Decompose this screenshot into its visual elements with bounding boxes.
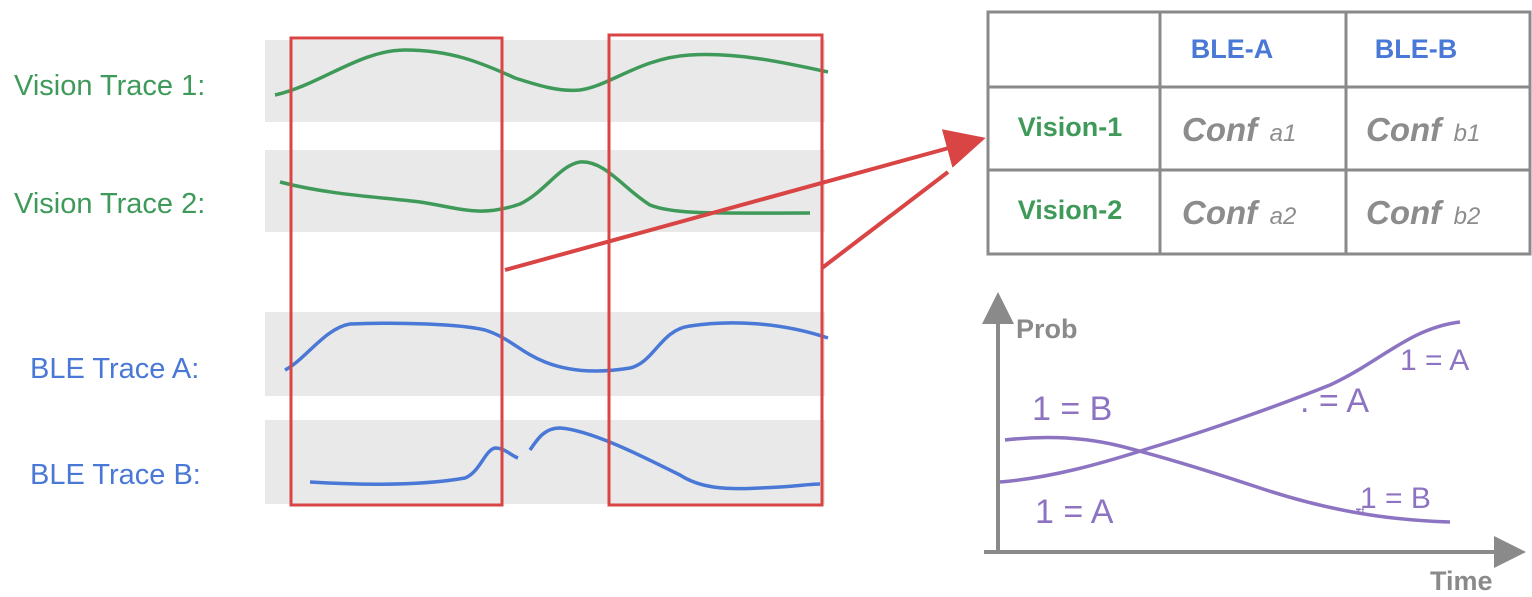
table-header-ble-a: BLE-A bbox=[1191, 34, 1274, 64]
prob-label-right-bottom: ֳ1 = B bbox=[1356, 482, 1431, 515]
arrow-window-2-to-table bbox=[820, 170, 950, 270]
band-vision-2 bbox=[265, 150, 825, 232]
arrow-window-1-to-table bbox=[504, 129, 986, 272]
ble-trace-a-label: BLE Trace A: bbox=[30, 353, 199, 385]
table-row-label-vision-1: Vision-1 bbox=[1018, 112, 1123, 142]
vision-trace-2-label: Vision Trace 2: bbox=[14, 188, 205, 220]
ble-trace-b-curve bbox=[309, 426, 821, 491]
conf-a1-sub: a1 bbox=[1270, 120, 1297, 147]
conf-b2-sub: b2 bbox=[1454, 203, 1481, 230]
prob-label-right-top: 1 = A bbox=[1400, 344, 1469, 377]
time-axis-label: Time bbox=[1430, 566, 1493, 596]
prob-curve-falling bbox=[1004, 435, 1451, 524]
window-1 bbox=[289, 36, 504, 507]
prob-label-left-bottom: 1 = A bbox=[1035, 493, 1114, 531]
conf-a2-sub: a2 bbox=[1270, 203, 1297, 230]
band-vision-1 bbox=[265, 40, 825, 122]
table-cell-conf-b1: Conf b1 bbox=[1366, 111, 1480, 148]
vision-trace-1-label: Vision Trace 1: bbox=[14, 70, 205, 102]
prob-label-right-mid: . = A bbox=[1300, 382, 1369, 420]
table-cell-conf-b2: Conf b2 bbox=[1366, 194, 1480, 231]
confidence-table: BLE-A BLE-B Vision-1 Vision-2 Conf a1 Co… bbox=[986, 10, 1532, 256]
ble-trace-b-label: BLE Trace B: bbox=[30, 459, 201, 491]
conf-a1-main: Conf bbox=[1182, 111, 1260, 148]
table-header-ble-b: BLE-B bbox=[1375, 34, 1458, 64]
table-cell-conf-a1: Conf a1 bbox=[1182, 111, 1296, 148]
conf-a2-main: Conf bbox=[1182, 194, 1260, 231]
table-cell-conf-a2: Conf a2 bbox=[1182, 194, 1296, 231]
vision-trace-2-curve bbox=[279, 160, 811, 215]
prob-axis-label: Prob bbox=[1016, 314, 1078, 344]
vision-trace-1-curve bbox=[274, 48, 829, 97]
prob-label-left-top: 1 = B bbox=[1032, 390, 1112, 428]
prob-curve-rising bbox=[999, 320, 1461, 484]
band-ble-a bbox=[265, 312, 825, 396]
window-2 bbox=[607, 33, 824, 507]
table-row-label-vision-2: Vision-2 bbox=[1018, 195, 1123, 225]
ble-trace-a-curve bbox=[284, 321, 829, 373]
conf-b2-main: Conf bbox=[1366, 194, 1444, 231]
conf-b1-main: Conf bbox=[1366, 111, 1444, 148]
conf-b1-sub: b1 bbox=[1454, 120, 1481, 147]
table-frame bbox=[986, 10, 1532, 256]
probability-chart: Prob Time 1 = B 1 = A 1 = A . = A ֳ1 = B bbox=[982, 292, 1526, 596]
